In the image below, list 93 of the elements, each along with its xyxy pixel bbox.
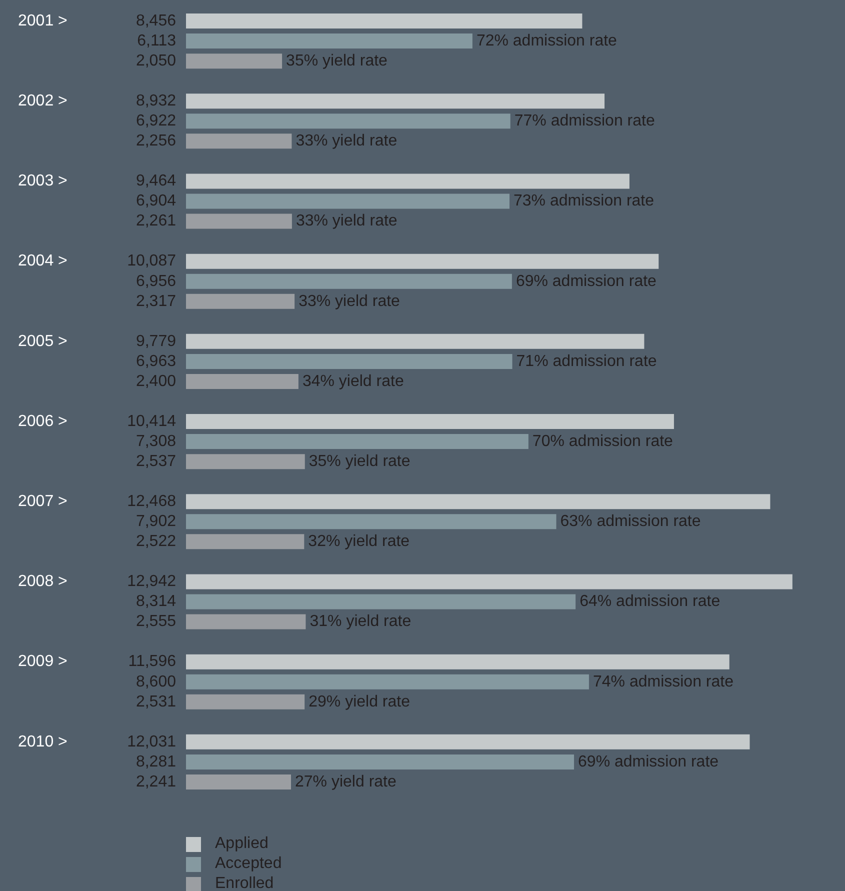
y-tick-label: 2001 > bbox=[18, 12, 68, 30]
bar bbox=[186, 374, 298, 389]
bar bbox=[186, 134, 292, 149]
bar bbox=[186, 334, 644, 349]
y-tick-label: 2005 > bbox=[18, 332, 68, 350]
annotation: 77% admission rate bbox=[514, 112, 655, 130]
annotation: 35% yield rate bbox=[308, 452, 410, 470]
bar bbox=[186, 34, 472, 49]
bar bbox=[186, 774, 292, 790]
y-tick-label: 2006 > bbox=[18, 412, 68, 430]
data-label: 2,050 bbox=[136, 52, 176, 70]
annotation: 31% yield rate bbox=[310, 613, 412, 630]
bar bbox=[186, 414, 674, 430]
annotation: 69% admission rate bbox=[578, 753, 719, 770]
annotation: 73% admission rate bbox=[514, 192, 654, 210]
bar bbox=[186, 534, 304, 550]
bar bbox=[186, 454, 305, 470]
bar bbox=[186, 434, 528, 450]
bar bbox=[186, 654, 730, 670]
annotation: 35% yield rate bbox=[286, 52, 388, 70]
bar bbox=[186, 674, 589, 690]
data-label: 12,031 bbox=[127, 733, 176, 750]
data-label: 2,531 bbox=[136, 693, 176, 710]
y-tick-label: 2003 > bbox=[18, 172, 68, 190]
y-tick-label: 2007 > bbox=[18, 493, 68, 510]
annotation: 69% admission rate bbox=[516, 272, 657, 290]
data-label: 2,317 bbox=[136, 292, 176, 310]
y-tick-label: 2010 > bbox=[18, 733, 68, 750]
bar bbox=[186, 614, 306, 630]
legend-label: Accepted bbox=[215, 855, 282, 873]
bar bbox=[186, 274, 512, 289]
data-label: 6,956 bbox=[136, 272, 176, 290]
annotation: 72% admission rate bbox=[476, 32, 618, 50]
data-label: 10,087 bbox=[127, 252, 176, 270]
annotation: 71% admission rate bbox=[516, 352, 657, 370]
bar bbox=[186, 94, 605, 109]
bar bbox=[186, 574, 792, 590]
legend-label: Applied bbox=[215, 835, 268, 853]
data-label: 6,963 bbox=[136, 352, 176, 370]
data-label: 2,400 bbox=[136, 372, 176, 390]
data-label: 12,468 bbox=[127, 493, 176, 510]
bar bbox=[186, 214, 292, 229]
data-label: 6,922 bbox=[136, 112, 176, 130]
annotation: 29% yield rate bbox=[308, 693, 410, 710]
data-label: 6,113 bbox=[137, 32, 176, 50]
data-label: 7,902 bbox=[136, 513, 176, 530]
data-label: 2,241 bbox=[136, 773, 176, 790]
bar bbox=[186, 694, 305, 710]
legend-label: Enrolled bbox=[215, 875, 274, 891]
bar bbox=[186, 754, 574, 770]
data-label: 9,779 bbox=[136, 332, 176, 350]
data-label: 2,537 bbox=[136, 452, 176, 470]
annotation: 63% admission rate bbox=[560, 513, 701, 530]
y-tick-label: 2009 > bbox=[18, 653, 68, 670]
annotation: 64% admission rate bbox=[580, 593, 720, 610]
annotation: 32% yield rate bbox=[308, 533, 410, 550]
data-label: 8,281 bbox=[136, 753, 176, 770]
annotation: 33% yield rate bbox=[298, 292, 400, 310]
data-label: 12,942 bbox=[127, 573, 176, 590]
y-tick-label: 2008 > bbox=[18, 573, 68, 590]
bar bbox=[186, 294, 295, 309]
bar bbox=[186, 194, 510, 209]
bar bbox=[186, 54, 282, 69]
data-label: 2,555 bbox=[136, 613, 176, 630]
data-label: 2,261 bbox=[136, 212, 176, 230]
annotation: 33% yield rate bbox=[296, 212, 398, 230]
annotation: 27% yield rate bbox=[295, 773, 396, 790]
annotation: 34% yield rate bbox=[302, 372, 404, 390]
annotation: 33% yield rate bbox=[296, 132, 398, 150]
data-label: 8,600 bbox=[136, 673, 176, 690]
bar bbox=[186, 594, 576, 610]
bar bbox=[186, 14, 582, 29]
data-label: 2,256 bbox=[136, 132, 176, 150]
bar bbox=[186, 114, 510, 129]
data-label: 11,596 bbox=[128, 653, 176, 670]
data-label: 6,904 bbox=[136, 192, 176, 210]
bar bbox=[186, 254, 659, 269]
annotation: 70% admission rate bbox=[532, 432, 674, 450]
bar bbox=[186, 174, 630, 189]
data-label: 8,932 bbox=[136, 92, 176, 110]
data-label: 8,456 bbox=[136, 12, 176, 30]
annotation: 74% admission rate bbox=[592, 673, 734, 690]
y-tick-label: 2004 > bbox=[18, 252, 68, 270]
bar bbox=[186, 494, 770, 510]
bar bbox=[186, 354, 512, 369]
data-label: 7,308 bbox=[136, 432, 176, 450]
bar bbox=[186, 734, 750, 750]
bar bbox=[186, 514, 556, 530]
y-tick-label: 2002 > bbox=[18, 92, 68, 110]
data-label: 9,464 bbox=[136, 172, 176, 190]
data-label: 8,314 bbox=[136, 593, 176, 610]
data-label: 10,414 bbox=[127, 412, 176, 430]
data-label: 2,522 bbox=[136, 533, 176, 550]
